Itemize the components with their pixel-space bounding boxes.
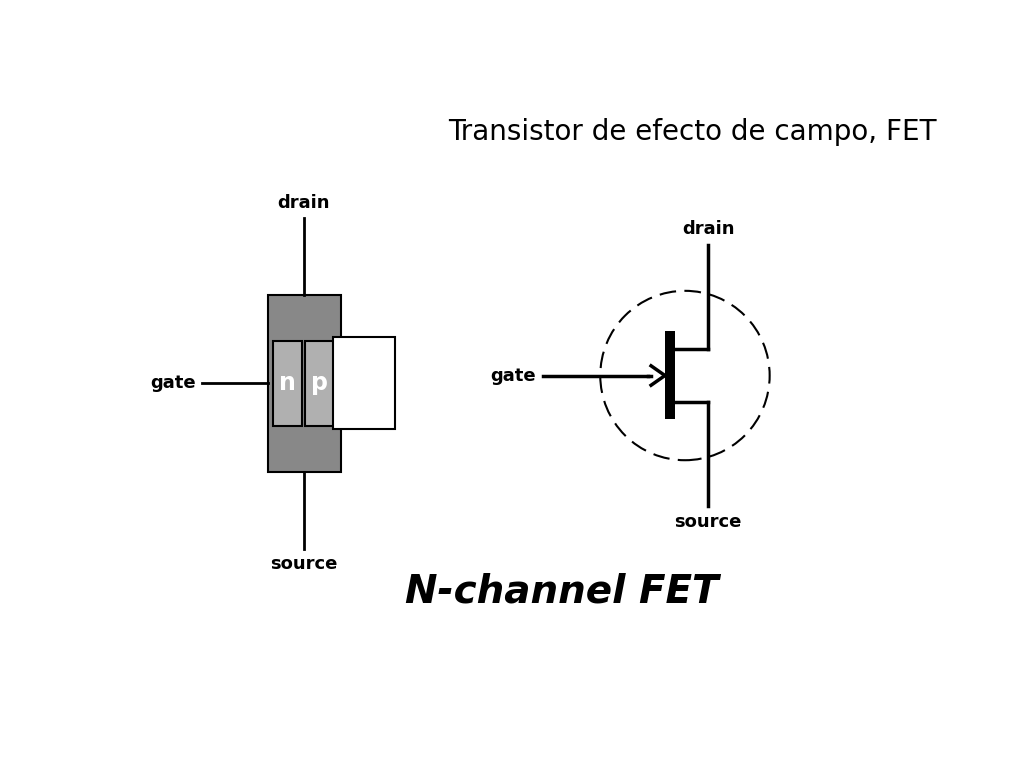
Bar bbox=[273, 341, 302, 425]
Bar bbox=[333, 337, 394, 429]
Text: gate: gate bbox=[151, 374, 196, 392]
Text: N-channel FET: N-channel FET bbox=[406, 572, 719, 610]
Text: source: source bbox=[675, 512, 741, 531]
Text: Transistor de efecto de campo, FET: Transistor de efecto de campo, FET bbox=[449, 118, 937, 146]
Text: gate: gate bbox=[490, 366, 537, 385]
Bar bbox=[305, 341, 335, 425]
Text: n: n bbox=[280, 371, 296, 396]
Circle shape bbox=[600, 291, 770, 460]
Text: p: p bbox=[311, 371, 329, 396]
Text: drain: drain bbox=[682, 220, 734, 238]
Text: source: source bbox=[270, 555, 338, 573]
Bar bbox=[665, 331, 675, 419]
Bar bbox=[267, 295, 341, 472]
Text: drain: drain bbox=[278, 194, 330, 211]
